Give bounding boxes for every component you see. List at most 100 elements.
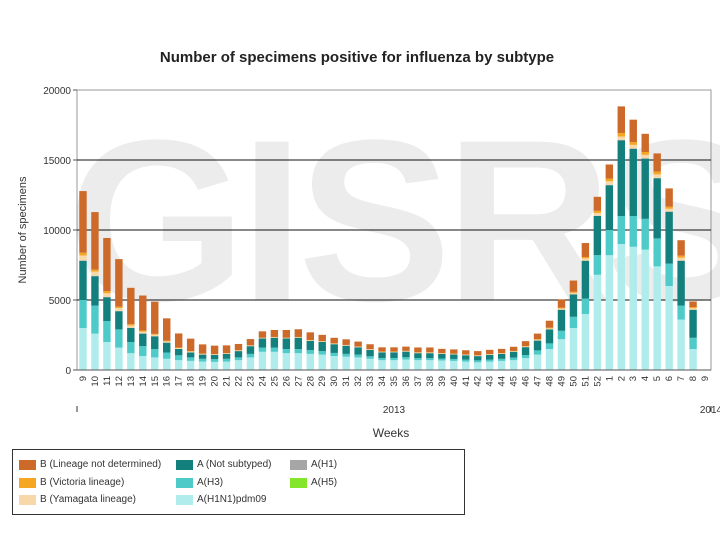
- bar-segment: [258, 351, 267, 370]
- legend-item-a-h1n1pdm09: A(H1N1)pdm09: [176, 494, 266, 507]
- bar-segment: [545, 327, 554, 329]
- bar-segment: [426, 360, 434, 370]
- bar-segment: [342, 356, 350, 370]
- bar-segment: [450, 349, 458, 354]
- bar-segment: [629, 144, 637, 149]
- bar-segment: [151, 334, 159, 337]
- bar-segment: [641, 152, 649, 155]
- bar-segment: [282, 329, 291, 338]
- legend-swatch: [19, 460, 36, 470]
- x-tick-label: 3: [628, 376, 639, 381]
- legend-label: A(H1): [311, 459, 338, 470]
- bar-segment: [306, 340, 314, 350]
- x-tick-label: 25: [269, 376, 280, 387]
- bar-segment: [617, 136, 625, 140]
- bar-segment: [462, 355, 470, 360]
- bar-segment: [222, 353, 231, 359]
- x-tick-label: 41: [461, 376, 472, 387]
- bar-segment: [174, 355, 183, 361]
- bar-segment: [545, 349, 554, 370]
- bar-segment: [318, 354, 326, 370]
- bar-segment: [342, 345, 350, 354]
- bar-segment: [115, 306, 123, 309]
- bar-segment: [115, 259, 123, 307]
- bar-segment: [270, 351, 279, 370]
- bar-segment: [91, 305, 99, 334]
- bar-segment: [258, 347, 267, 352]
- bar-segment: [402, 357, 410, 360]
- x-tick-label: 38: [425, 376, 436, 387]
- legend-swatch: [19, 478, 36, 488]
- bar-segment: [593, 196, 602, 211]
- bar-segment: [91, 333, 99, 370]
- bar-segment: [533, 333, 542, 340]
- bar-segment: [198, 361, 207, 370]
- bar-segment: [617, 216, 625, 244]
- bar-segment: [497, 353, 506, 359]
- legend-swatch: [290, 460, 307, 470]
- bar-segment: [79, 260, 87, 300]
- bar-segment: [246, 339, 255, 346]
- bar-segment: [79, 300, 87, 328]
- bar-segment: [390, 360, 398, 370]
- bar-segment: [186, 351, 195, 353]
- bar-segment: [186, 360, 195, 370]
- y-tick-label: 20000: [43, 86, 71, 97]
- bar-segment: [246, 353, 255, 358]
- bar-segment: [497, 348, 506, 354]
- x-tick-label: 15: [150, 376, 161, 387]
- bar-segment: [485, 354, 494, 360]
- bar-segment: [222, 358, 231, 362]
- bar-segment: [282, 353, 291, 370]
- bar-segment: [677, 260, 685, 306]
- bar-segment: [665, 206, 673, 209]
- bar-segment: [354, 347, 362, 355]
- legend-item-b-yamagata: B (Yamagata lineage): [19, 494, 136, 507]
- bar-segment: [450, 360, 458, 370]
- bar-segment: [79, 255, 87, 261]
- bar-segment: [605, 230, 614, 256]
- x-tick-label: 32: [353, 376, 364, 387]
- x-tick-label: 9: [78, 376, 89, 381]
- bar-segment: [151, 301, 159, 334]
- year-label: 2014: [700, 405, 720, 416]
- bar-segment: [91, 269, 99, 272]
- bar-segment: [581, 258, 590, 261]
- bar-segment: [246, 357, 255, 370]
- bar-segment: [677, 319, 685, 370]
- x-tick-label: 2: [616, 376, 627, 381]
- bar-segment: [174, 349, 183, 356]
- bar-segment: [318, 351, 326, 355]
- bar-segment: [593, 210, 602, 213]
- bar-segment: [103, 293, 111, 297]
- bar-segment: [151, 336, 159, 349]
- x-tick-label: 28: [305, 376, 316, 387]
- bar-segment: [163, 318, 171, 341]
- bar-segment: [234, 351, 243, 358]
- legend-swatch: [176, 478, 193, 488]
- bar-segment: [653, 174, 661, 178]
- bar-segment: [258, 331, 267, 338]
- x-tick-label: 11: [102, 376, 113, 386]
- x-tick-label: 21: [222, 376, 233, 387]
- x-tick-label: 22: [233, 376, 244, 387]
- bar-segment: [402, 346, 410, 351]
- bar-segment: [545, 329, 554, 344]
- legend-swatch: [19, 495, 36, 505]
- bar-segment: [127, 342, 135, 354]
- x-tick-label: 52: [592, 376, 603, 387]
- legend-label: B (Lineage not determined): [40, 459, 162, 470]
- legend-label: B (Victoria lineage): [40, 477, 125, 488]
- x-tick-label: 42: [473, 376, 484, 387]
- bar-segment: [533, 350, 542, 355]
- bar-segment: [210, 359, 219, 362]
- bar-segment: [139, 333, 147, 347]
- x-tick-label: 16: [162, 376, 173, 387]
- bar-segment: [474, 356, 482, 361]
- bar-segment: [342, 339, 350, 345]
- bar-segment: [629, 148, 637, 216]
- bar-segment: [354, 357, 362, 370]
- bar-segment: [497, 360, 506, 370]
- bar-segment: [186, 357, 195, 361]
